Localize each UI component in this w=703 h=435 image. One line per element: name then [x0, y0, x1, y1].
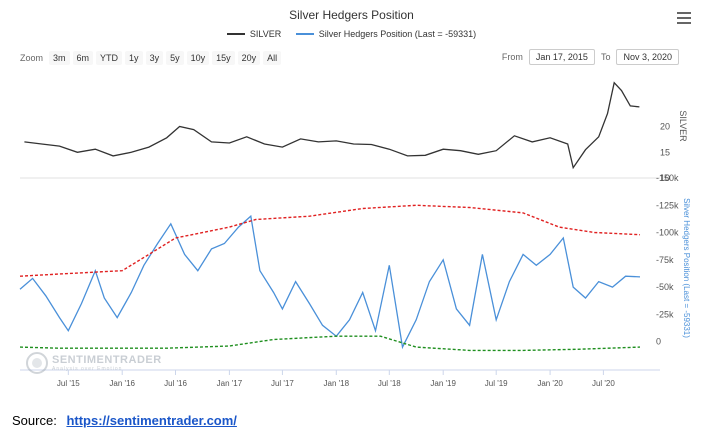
x-tick-label: Jan '20	[537, 379, 563, 388]
zoom-button-all[interactable]: All	[263, 51, 282, 65]
watermark-tagline: Analysis over Emotion	[52, 365, 123, 372]
zoom-button-15y[interactable]: 15y	[212, 51, 235, 65]
series-line-lower-band	[19, 335, 641, 352]
x-tick-label: Jul '16	[164, 379, 187, 388]
chart-title: Silver Hedgers Position	[289, 8, 414, 22]
date-range: From Jan 17, 2015 To Nov 3, 2020	[496, 49, 679, 65]
legend-swatch-silver	[226, 33, 245, 35]
source-link[interactable]: https://sentimentrader.com/	[66, 413, 237, 428]
chart-plot-area: 20 15 10 SILVER -150k -125k -100k -75k -50k -25k 0…	[19, 81, 691, 388]
from-date-input[interactable]: Jan 17, 2015	[528, 49, 595, 65]
to-date-input[interactable]: Nov 3, 2020	[616, 49, 679, 65]
zoom-button-1y[interactable]: 1y	[125, 51, 143, 65]
watermark-name: SENTIMENTRADER	[52, 353, 162, 366]
zoom-button-3y[interactable]: 3y	[145, 51, 164, 65]
source-label: Source:	[12, 413, 57, 428]
silver-y-tick-label: 15	[660, 147, 670, 157]
silver-y-tick-label: 10	[660, 173, 670, 183]
hedgers-y-tick-label: -100k	[656, 228, 679, 238]
zoom-button-3m[interactable]: 3m	[49, 51, 70, 65]
hedgers-y-tick-label: -125k	[656, 200, 679, 210]
series-line-silver	[24, 81, 640, 170]
zoom-button-10y[interactable]: 10y	[186, 51, 210, 65]
legend-item-silver[interactable]: SILVER	[226, 29, 282, 39]
to-label: To	[600, 52, 611, 62]
chart-frame: Silver Hedgers Position SILVER Silver He…	[0, 8, 703, 388]
zoom-button-20y[interactable]: 20y	[237, 51, 261, 65]
zoom-button-ytd[interactable]: YTD	[96, 51, 123, 65]
zoom-label: Zoom	[20, 53, 44, 63]
chart-legend: SILVER Silver Hedgers Position (Last = -…	[0, 27, 703, 39]
zoom-bar: Zoom 3m 6m YTD 1y 3y 5y 10y 15y 20y All	[20, 51, 284, 65]
chart-menu-icon[interactable]	[677, 12, 691, 27]
series-line-upper-band	[19, 204, 641, 277]
x-tick-label: Jan '16	[109, 379, 135, 388]
x-tick-label: Jul '19	[485, 379, 508, 388]
legend-label-silver: SILVER	[249, 29, 282, 39]
x-tick-label: Jan '19	[430, 379, 456, 388]
zoom-button-6m[interactable]: 6m	[72, 51, 94, 65]
hedgers-y-tick-label: -50k	[656, 282, 674, 292]
hedgers-y-tick-label: -150k	[656, 173, 679, 183]
hedgers-y-tick-label: -25k	[656, 309, 674, 319]
watermark-logo: SENTIMENTRADER Analysis over Emotion	[26, 352, 162, 374]
x-tick-label: Jul '20	[592, 379, 615, 388]
legend-label-hedgers: Silver Hedgers Position (Last = -59331)	[318, 29, 477, 39]
from-label: From	[501, 52, 523, 62]
x-tick-label: Jul '15	[57, 379, 80, 388]
legend-item-hedgers[interactable]: Silver Hedgers Position (Last = -59331)	[295, 29, 477, 39]
watermark-icon	[26, 352, 48, 374]
hedgers-y-tick-label: 0	[656, 337, 661, 347]
series-line-hedgers	[19, 214, 641, 350]
x-tick-label: Jul '17	[271, 379, 294, 388]
zoom-button-5y[interactable]: 5y	[166, 51, 184, 65]
hedgers-y-tick-label: -75k	[656, 255, 674, 265]
hedgers-y-axis-label: Silver Hedgers Position (Last = -59331)	[682, 198, 691, 338]
source-line: Source: https://sentimentrader.com/	[12, 413, 237, 428]
silver-y-axis-label: SILVER	[678, 110, 688, 142]
x-tick-label: Jul '18	[378, 379, 401, 388]
x-tick-label: Jan '18	[324, 379, 350, 388]
legend-swatch-hedgers	[295, 33, 314, 35]
silver-y-tick-label: 20	[660, 122, 670, 132]
x-tick-label: Jan '17	[217, 379, 243, 388]
